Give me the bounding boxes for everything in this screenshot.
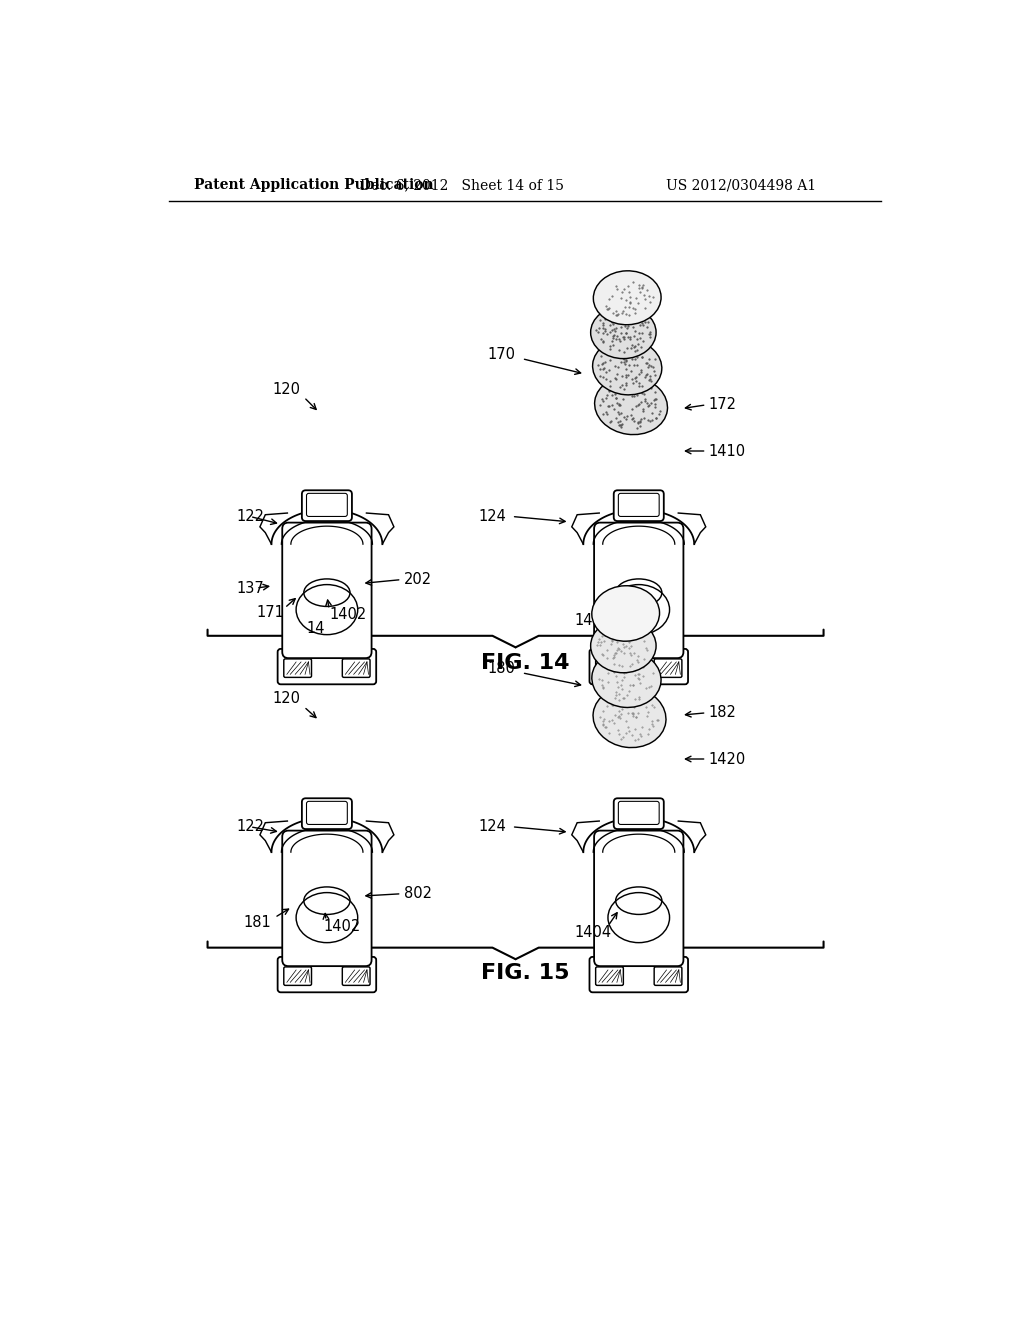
- Text: US 2012/0304498 A1: US 2012/0304498 A1: [666, 178, 816, 193]
- Text: 120: 120: [272, 381, 300, 397]
- Ellipse shape: [593, 688, 666, 747]
- Text: 122: 122: [237, 820, 265, 834]
- Text: 802: 802: [403, 886, 432, 902]
- Text: 122: 122: [237, 510, 265, 524]
- Text: 1402: 1402: [330, 607, 367, 622]
- Text: 172: 172: [708, 397, 736, 412]
- Text: 1410: 1410: [708, 444, 745, 458]
- FancyBboxPatch shape: [278, 649, 376, 684]
- Text: 124: 124: [478, 510, 506, 524]
- FancyBboxPatch shape: [590, 649, 688, 684]
- Ellipse shape: [595, 376, 668, 434]
- FancyBboxPatch shape: [342, 966, 370, 985]
- FancyBboxPatch shape: [613, 799, 664, 829]
- Text: Patent Application Publication: Patent Application Publication: [195, 178, 434, 193]
- Text: 1402: 1402: [323, 919, 360, 935]
- Text: 14: 14: [306, 620, 325, 636]
- Text: 120: 120: [272, 692, 300, 706]
- Ellipse shape: [592, 651, 662, 708]
- Text: 181: 181: [244, 915, 271, 929]
- Ellipse shape: [593, 339, 662, 395]
- Text: 1420: 1420: [708, 751, 745, 767]
- Ellipse shape: [593, 271, 662, 325]
- Text: 170: 170: [487, 347, 515, 362]
- FancyBboxPatch shape: [284, 966, 311, 985]
- FancyBboxPatch shape: [654, 966, 682, 985]
- Text: 171: 171: [257, 605, 285, 620]
- Ellipse shape: [591, 619, 656, 673]
- FancyBboxPatch shape: [594, 830, 683, 966]
- Text: FIG. 14: FIG. 14: [480, 653, 569, 673]
- FancyBboxPatch shape: [596, 966, 624, 985]
- FancyBboxPatch shape: [283, 830, 372, 966]
- FancyBboxPatch shape: [594, 523, 683, 659]
- Text: 124: 124: [478, 820, 506, 834]
- FancyBboxPatch shape: [283, 523, 372, 659]
- Text: 182: 182: [708, 705, 736, 721]
- Text: 202: 202: [403, 572, 432, 587]
- Text: 1404: 1404: [574, 612, 611, 628]
- Ellipse shape: [592, 586, 659, 642]
- FancyBboxPatch shape: [302, 799, 352, 829]
- FancyBboxPatch shape: [284, 659, 311, 677]
- FancyBboxPatch shape: [596, 659, 624, 677]
- FancyBboxPatch shape: [342, 659, 370, 677]
- FancyBboxPatch shape: [278, 957, 376, 993]
- FancyBboxPatch shape: [654, 659, 682, 677]
- Text: 137: 137: [237, 581, 264, 595]
- Ellipse shape: [591, 306, 656, 359]
- Text: Dec. 6, 2012   Sheet 14 of 15: Dec. 6, 2012 Sheet 14 of 15: [359, 178, 563, 193]
- FancyBboxPatch shape: [590, 957, 688, 993]
- FancyBboxPatch shape: [302, 490, 352, 521]
- Text: 180: 180: [487, 660, 515, 676]
- Text: 1404: 1404: [574, 925, 611, 940]
- Text: FIG. 15: FIG. 15: [480, 964, 569, 983]
- FancyBboxPatch shape: [613, 490, 664, 521]
